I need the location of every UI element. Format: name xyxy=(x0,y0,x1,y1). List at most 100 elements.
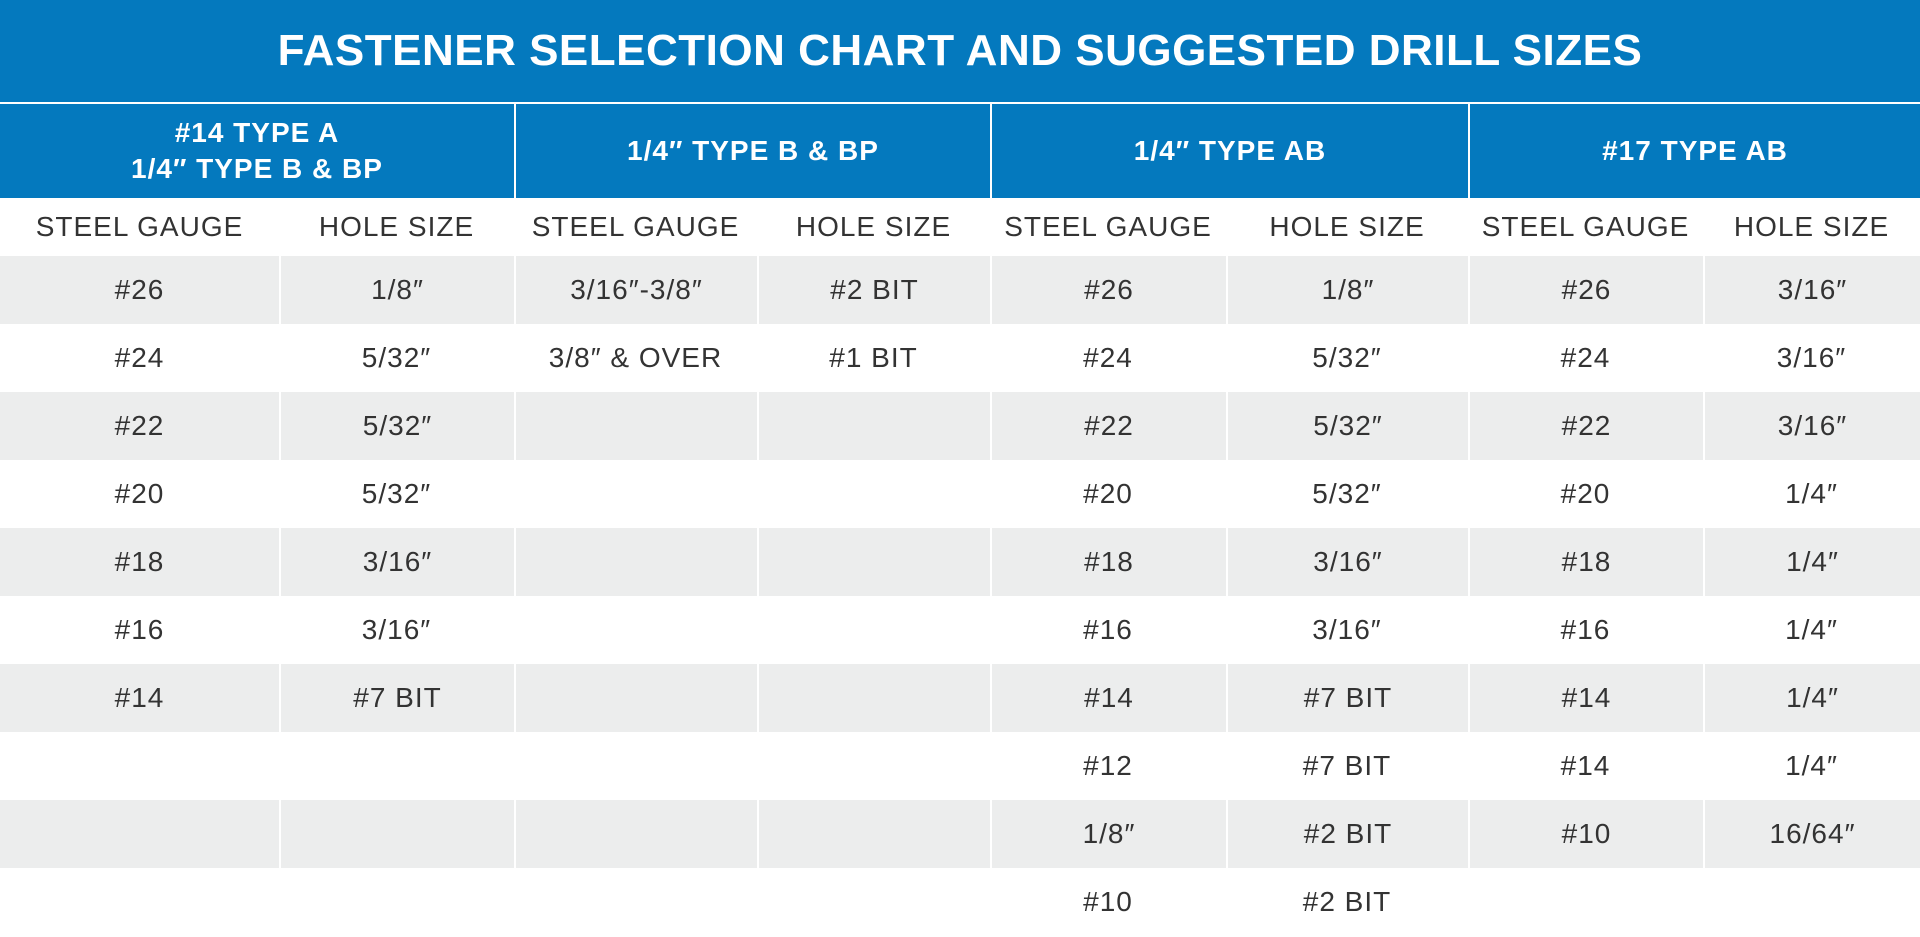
steel-gauge-cell: #14 xyxy=(1560,750,1611,781)
column-header: STEEL GAUGE xyxy=(1481,211,1690,242)
table-row: #24 5/32″ 3/8″ & OVER #1 BIT #24 5/32″ #24 3/16… xyxy=(0,324,1920,392)
group-header-17-type-ab: #17 TYPE AB xyxy=(1468,104,1920,198)
hole-size-cell: #2 BIT xyxy=(1226,800,1468,868)
hole-size-cell: 1/4″ xyxy=(1785,750,1838,781)
steel-gauge-cell xyxy=(514,460,757,528)
group-header-quarter-type-ab: 1/4″ TYPE AB xyxy=(990,104,1468,198)
hole-size-cell: #7 BIT xyxy=(1226,664,1468,732)
hole-size-cell: 3/16″ xyxy=(361,614,432,645)
steel-gauge-cell: #24 xyxy=(114,342,165,373)
steel-gauge-cell xyxy=(514,800,757,868)
steel-gauge-cell: #22 xyxy=(990,392,1226,460)
steel-gauge-cell: #18 xyxy=(1468,528,1703,596)
steel-gauge-cell: #26 xyxy=(1468,256,1703,324)
group-header-14-type-a: #14 TYPE A 1/4″ TYPE B & BP xyxy=(0,104,514,198)
hole-size-cell: #2 BIT xyxy=(1302,886,1392,917)
hole-size-cell xyxy=(757,392,990,460)
group-header-line: #17 TYPE AB xyxy=(1602,135,1788,166)
steel-gauge-cell: 3/8″ & OVER xyxy=(548,342,723,373)
steel-gauge-cell: #10 xyxy=(1468,800,1703,868)
hole-size-cell: 5/32″ xyxy=(1312,478,1382,509)
steel-gauge-cell: #18 xyxy=(0,528,279,596)
steel-gauge-cell: #26 xyxy=(990,256,1226,324)
steel-gauge-cell xyxy=(0,868,279,936)
hole-size-cell: 1/4″ xyxy=(1703,528,1920,596)
hole-size-cell: 1/4″ xyxy=(1703,664,1920,732)
table-row: #18 3/16″ #18 3/16″ #18 1/4″ xyxy=(0,528,1920,596)
steel-gauge-cell xyxy=(514,664,757,732)
column-header: HOLE SIZE xyxy=(318,211,475,242)
steel-gauge-cell xyxy=(0,732,279,800)
table-row: #12 #7 BIT #14 1/4″ xyxy=(0,732,1920,800)
hole-size-cell xyxy=(279,732,514,800)
steel-gauge-cell: #20 xyxy=(114,478,165,509)
steel-gauge-cell: #24 xyxy=(1083,342,1133,373)
steel-gauge-cell: #16 xyxy=(114,614,165,645)
hole-size-cell: #1 BIT xyxy=(829,342,918,373)
steel-gauge-cell: 3/16″-3/8″ xyxy=(514,256,757,324)
hole-size-cell xyxy=(757,460,990,528)
steel-gauge-cell xyxy=(514,596,757,664)
group-header-line: 1/4″ TYPE AB xyxy=(1133,135,1327,166)
hole-size-cell: 5/32″ xyxy=(279,392,514,460)
hole-size-cell: 5/32″ xyxy=(1226,392,1468,460)
steel-gauge-cell: #14 xyxy=(990,664,1226,732)
steel-gauge-cell xyxy=(514,528,757,596)
hole-size-cell: #7 BIT xyxy=(279,664,514,732)
table-row: #26 1/8″ 3/16″-3/8″ #2 BIT #26 1/8″ #26 3/16″ xyxy=(0,256,1920,324)
group-header-line: 1/4″ TYPE B & BP xyxy=(131,153,383,184)
hole-size-cell: 3/16″ xyxy=(1312,614,1382,645)
steel-gauge-cell: #24 xyxy=(1560,342,1611,373)
table-row: #14 #7 BIT #14 #7 BIT #14 1/4″ xyxy=(0,664,1920,732)
table-row: #16 3/16″ #16 3/16″ #16 1/4″ xyxy=(0,596,1920,664)
hole-size-cell: 5/32″ xyxy=(1312,342,1382,373)
steel-gauge-cell: #14 xyxy=(1468,664,1703,732)
hole-size-cell: 5/32″ xyxy=(361,478,432,509)
steel-gauge-cell xyxy=(514,732,757,800)
steel-gauge-cell: #18 xyxy=(990,528,1226,596)
hole-size-cell: #2 BIT xyxy=(757,256,990,324)
column-header: STEEL GAUGE xyxy=(1004,211,1212,242)
column-header-row: STEEL GAUGE HOLE SIZE STEEL GAUGE HOLE S… xyxy=(0,198,1920,256)
hole-size-cell: 1/8″ xyxy=(1226,256,1468,324)
column-header: STEEL GAUGE xyxy=(35,211,244,242)
hole-size-cell xyxy=(279,868,514,936)
column-header: STEEL GAUGE xyxy=(531,211,740,242)
column-header: HOLE SIZE xyxy=(795,211,952,242)
chart-title: FASTENER SELECTION CHART AND SUGGESTED D… xyxy=(0,0,1920,102)
hole-size-cell xyxy=(757,732,990,800)
hole-size-cell xyxy=(279,800,514,868)
hole-size-cell: 3/16″ xyxy=(279,528,514,596)
steel-gauge-cell: #12 xyxy=(1083,750,1133,781)
hole-size-cell: 3/16″ xyxy=(1226,528,1468,596)
hole-size-cell: 3/16″ xyxy=(1703,392,1920,460)
hole-size-cell xyxy=(1703,868,1920,936)
hole-size-cell: 5/32″ xyxy=(361,342,432,373)
hole-size-cell: 1/4″ xyxy=(1785,614,1838,645)
steel-gauge-cell xyxy=(0,800,279,868)
group-header-line: #14 TYPE A xyxy=(174,117,340,148)
steel-gauge-cell xyxy=(514,392,757,460)
hole-size-cell: 1/8″ xyxy=(279,256,514,324)
hole-size-cell xyxy=(757,800,990,868)
steel-gauge-cell: #22 xyxy=(0,392,279,460)
steel-gauge-cell: #22 xyxy=(1468,392,1703,460)
hole-size-cell xyxy=(757,596,990,664)
table-body: #26 1/8″ 3/16″-3/8″ #2 BIT #26 1/8″ #26 3/16″ #2… xyxy=(0,256,1920,936)
hole-size-cell: 3/16″ xyxy=(1703,256,1920,324)
hole-size-cell: 16/64″ xyxy=(1703,800,1920,868)
group-header-quarter-type-b-bp: 1/4″ TYPE B & BP xyxy=(514,104,990,198)
hole-size-cell xyxy=(757,868,990,936)
steel-gauge-cell: #16 xyxy=(1083,614,1133,645)
steel-gauge-cell: #26 xyxy=(0,256,279,324)
table-row: #10 #2 BIT xyxy=(0,868,1920,936)
hole-size-cell xyxy=(757,528,990,596)
table-row: #20 5/32″ #20 5/32″ #20 1/4″ xyxy=(0,460,1920,528)
hole-size-cell: 1/4″ xyxy=(1785,478,1838,509)
hole-size-cell: #7 BIT xyxy=(1302,750,1392,781)
group-header-row: #14 TYPE A 1/4″ TYPE B & BP 1/4″ TYPE B … xyxy=(0,104,1920,198)
hole-size-cell: 3/16″ xyxy=(1776,342,1847,373)
table-row: 1/8″ #2 BIT #10 16/64″ xyxy=(0,800,1920,868)
steel-gauge-cell: #20 xyxy=(1560,478,1611,509)
